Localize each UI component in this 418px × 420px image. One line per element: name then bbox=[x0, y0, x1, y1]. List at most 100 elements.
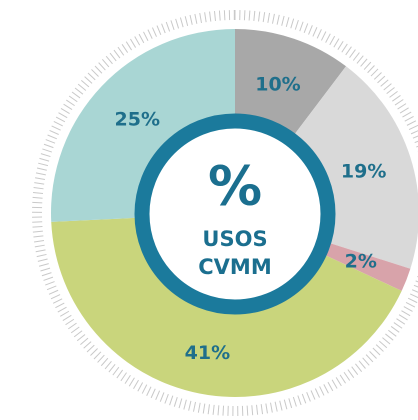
ring-tick bbox=[40, 267, 51, 272]
ring-tick bbox=[265, 403, 268, 414]
ring-tick bbox=[38, 263, 49, 267]
ring-tick bbox=[63, 103, 73, 111]
ring-tick bbox=[179, 17, 184, 28]
ring-tick bbox=[32, 230, 43, 233]
ring-tick bbox=[74, 87, 84, 95]
ring-tick bbox=[151, 27, 157, 37]
ring-tick bbox=[370, 68, 379, 77]
ring-tick bbox=[143, 31, 149, 41]
ring-tick bbox=[161, 23, 166, 34]
ring-tick bbox=[365, 354, 374, 363]
ring-tick bbox=[41, 272, 52, 277]
ring-tick bbox=[188, 400, 192, 411]
ring-tick bbox=[36, 167, 47, 171]
ring-tick bbox=[401, 310, 411, 317]
ring-tick bbox=[410, 130, 418, 135]
ring-tick bbox=[283, 399, 288, 410]
ring-tick bbox=[32, 196, 43, 199]
ring-tick bbox=[109, 52, 117, 62]
ring-tick bbox=[62, 314, 72, 321]
ring-tick bbox=[253, 10, 256, 21]
ring-tick bbox=[367, 65, 375, 74]
ring-tick bbox=[113, 49, 121, 59]
ring-tick bbox=[33, 235, 44, 238]
ring-tick bbox=[339, 374, 346, 384]
ring-tick bbox=[386, 87, 395, 95]
ring-tick bbox=[327, 381, 334, 392]
ring-tick bbox=[192, 401, 197, 412]
ring-tick bbox=[276, 14, 280, 25]
center-line: USOS bbox=[202, 227, 267, 251]
ring-tick bbox=[68, 95, 78, 103]
ring-tick bbox=[100, 357, 109, 367]
ring-tick bbox=[397, 103, 407, 110]
ring-tick bbox=[405, 301, 416, 308]
ring-tick bbox=[403, 306, 413, 312]
value-label: 10% bbox=[255, 74, 300, 96]
ring-tick bbox=[34, 244, 45, 248]
ring-tick bbox=[173, 397, 178, 407]
ring-tick bbox=[32, 201, 43, 204]
ring-tick bbox=[271, 13, 275, 24]
ring-tick bbox=[71, 91, 81, 99]
ring-tick bbox=[83, 341, 92, 349]
ring-tick bbox=[73, 330, 83, 338]
ring-tick bbox=[274, 401, 278, 412]
ring-tick bbox=[87, 72, 96, 81]
ring-tick bbox=[306, 392, 311, 402]
ring-tick bbox=[36, 253, 47, 258]
ring-tick bbox=[86, 344, 95, 353]
ring-tick bbox=[68, 322, 77, 330]
ring-tick bbox=[35, 172, 46, 176]
ring-tick bbox=[77, 83, 87, 91]
ring-tick bbox=[46, 285, 57, 291]
ring-tick bbox=[360, 58, 368, 67]
ring-tick bbox=[150, 388, 156, 399]
ring-tick bbox=[183, 399, 187, 410]
ring-tick bbox=[404, 116, 414, 122]
ring-tick bbox=[105, 55, 113, 65]
ring-tick bbox=[38, 162, 49, 167]
ring-tick bbox=[169, 395, 174, 406]
value-label: 41% bbox=[185, 342, 230, 364]
ring-tick bbox=[408, 124, 418, 131]
ring-tick bbox=[362, 357, 370, 366]
ring-tick bbox=[34, 240, 45, 243]
ring-tick bbox=[116, 369, 124, 379]
ring-tick bbox=[101, 59, 110, 68]
ring-tick bbox=[389, 90, 398, 98]
ring-tick bbox=[146, 386, 152, 396]
ring-tick bbox=[352, 52, 360, 61]
ring-tick bbox=[369, 351, 377, 359]
ring-tick bbox=[94, 65, 103, 74]
ring-tick bbox=[212, 404, 215, 415]
ring-tick bbox=[331, 379, 338, 389]
ring-tick bbox=[189, 14, 193, 25]
ring-tick bbox=[34, 182, 45, 185]
ring-tick bbox=[363, 61, 372, 70]
ring-tick bbox=[377, 75, 386, 84]
ring-tick bbox=[207, 404, 210, 415]
ring-tick bbox=[39, 157, 50, 162]
ring-tick bbox=[197, 402, 201, 413]
ring-tick bbox=[81, 79, 90, 88]
ring-tick bbox=[316, 29, 322, 39]
ring-tick bbox=[155, 390, 161, 401]
ring-tick bbox=[383, 83, 392, 91]
ring-tick bbox=[93, 351, 102, 360]
ring-tick bbox=[413, 284, 418, 288]
ring-tick bbox=[134, 36, 141, 46]
ring-tick bbox=[341, 43, 348, 53]
ring-tick bbox=[343, 371, 351, 381]
ring-tick bbox=[310, 390, 316, 400]
ring-tick bbox=[319, 386, 325, 396]
ring-tick bbox=[159, 392, 165, 402]
ring-tick bbox=[32, 191, 44, 194]
ring-tick bbox=[32, 225, 43, 228]
ring-tick bbox=[406, 120, 417, 126]
ring-tick bbox=[60, 108, 70, 115]
ring-tick bbox=[320, 31, 327, 41]
ring-tick bbox=[333, 38, 340, 48]
ring-tick bbox=[55, 302, 65, 309]
ring-tick bbox=[267, 12, 271, 23]
